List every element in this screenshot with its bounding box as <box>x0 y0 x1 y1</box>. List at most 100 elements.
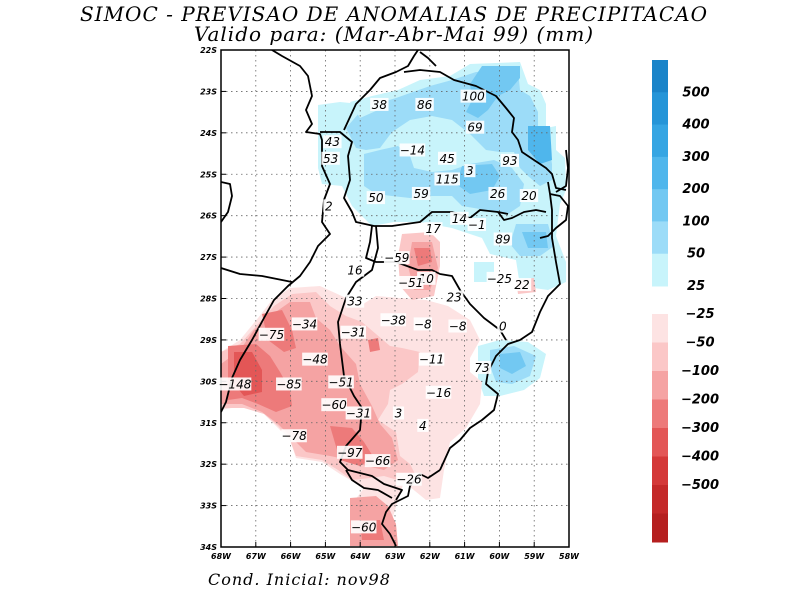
anomaly-value-label: −31 <box>346 406 371 420</box>
anomaly-value-label: 69 <box>467 121 482 135</box>
value-label-bg <box>396 472 422 486</box>
anomaly-value-label: −148 <box>218 377 251 391</box>
colorbar-swatch-positive <box>652 60 668 93</box>
value-label-bg <box>467 218 486 232</box>
value-label-bg <box>493 232 513 246</box>
anomaly-value-label: 93 <box>502 154 517 168</box>
corrientes-edge <box>497 209 547 221</box>
anomaly-value-label: 45 <box>440 152 455 166</box>
colorbar-label: −200 <box>681 393 719 408</box>
anomaly-value-label: 22 <box>514 278 529 292</box>
colorbar-swatch-negative <box>652 513 668 543</box>
value-label-bg <box>392 406 405 420</box>
longitude-tick-label: 60W <box>489 552 510 561</box>
value-label-bg <box>345 406 372 420</box>
value-label-bg <box>321 151 340 165</box>
pilcomayo-river <box>365 225 507 341</box>
anomaly-value-label: −59 <box>384 251 409 265</box>
colorbar-swatch-positive <box>652 253 668 287</box>
value-label-bg <box>397 276 424 290</box>
anomaly-value-label: 86 <box>417 98 433 112</box>
colorbar-swatch-negative <box>652 371 668 400</box>
uruguay-river <box>439 181 561 471</box>
value-label-bg <box>383 251 410 265</box>
anomaly-value-label: −60 <box>351 520 377 534</box>
colorbar-swatch-positive <box>652 156 668 190</box>
longitude-tick-label: 66W <box>281 552 302 561</box>
colorbar-swatch-negative <box>652 456 668 486</box>
colorbar-swatch-negative <box>652 314 668 343</box>
latitude-tick-label: 31S <box>200 419 217 428</box>
colorbar-label: −100 <box>681 364 719 379</box>
value-label-bg <box>411 186 431 200</box>
value-label-bg <box>302 352 328 366</box>
anomaly-value-label: −85 <box>276 377 301 391</box>
longitude-tick-label: 58W <box>559 552 580 561</box>
initial-condition-label: Cond. Inicial: nov98 <box>208 570 391 589</box>
colorbar-label: 500 <box>682 85 709 100</box>
anomaly-value-label: 2 <box>325 199 333 213</box>
longitude-tick-label: 68W <box>211 552 232 561</box>
brazil-edge <box>555 149 569 193</box>
rio-de-la-plata <box>381 469 441 547</box>
value-label-bg <box>418 352 445 366</box>
value-label-bg <box>413 317 433 331</box>
anomaly-value-label: −78 <box>281 429 307 443</box>
anomaly-value-label: −8 <box>449 319 467 333</box>
anomaly-value-label: −38 <box>381 313 407 327</box>
anomaly-value-label: 50 <box>368 191 384 205</box>
anomaly-value-label: 43 <box>325 135 340 149</box>
anomaly-value-label: 26 <box>490 187 506 201</box>
latitude-tick-label: 33S <box>200 502 217 511</box>
anomaly-value-label: 73 <box>474 361 489 375</box>
positive-anomaly-se <box>478 340 546 396</box>
colorbar-label: −400 <box>681 450 719 465</box>
latitude-tick-label: 34S <box>200 543 217 552</box>
latitude-tick-label: 29S <box>200 336 217 345</box>
anomaly-value-label: −51 <box>328 375 353 389</box>
value-label-bg <box>258 327 285 341</box>
anomaly-value-label: −16 <box>426 386 452 400</box>
value-label-bg <box>464 164 476 178</box>
value-label-bg <box>340 325 367 339</box>
longitude-tick-label: 62W <box>420 552 441 561</box>
value-label-bg <box>460 89 487 103</box>
anomaly-value-label: 38 <box>372 98 388 112</box>
longitude-tick-label: 65W <box>315 552 336 561</box>
map-gridlines <box>221 50 569 547</box>
anomaly-value-label: 3 <box>395 406 403 420</box>
value-label-bg <box>321 398 347 412</box>
value-label-bg <box>323 135 342 149</box>
map-title: SIMOC - PREVISAO DE ANOMALIAS DE PRECIPI… <box>79 2 709 26</box>
bolivia-argentina-border <box>320 131 509 227</box>
colorbar-swatch-positive <box>652 189 668 222</box>
anomaly-value-label: 4 <box>419 419 427 433</box>
value-label-bg <box>415 97 434 111</box>
value-label-bg <box>425 385 452 399</box>
anomaly-value-label: −66 <box>365 454 391 468</box>
anomaly-value-label: −25 <box>487 272 512 286</box>
value-label-bg <box>399 143 426 157</box>
colorbar-label: 400 <box>681 118 709 133</box>
value-label-bg <box>465 120 485 134</box>
anomaly-value-label: −34 <box>292 317 317 331</box>
colorbar-label: −300 <box>681 421 719 436</box>
colorbar-label: −500 <box>681 478 719 493</box>
colorbar-swatch-positive <box>652 124 668 158</box>
colorbar-swatch-negative <box>652 399 668 429</box>
value-label-bg <box>350 520 377 534</box>
anomaly-value-label: 59 <box>413 187 428 201</box>
colorbar: 500 400 300 200 100 50 25 −25 −50 −100 −200 −300 −40… <box>652 60 719 543</box>
anomaly-value-label: 20 <box>521 189 537 203</box>
value-label-bg <box>488 186 507 200</box>
colorbar-swatch-positive <box>652 221 668 255</box>
value-label-bg <box>323 199 335 213</box>
value-label-bg <box>366 191 386 205</box>
longitude-tick-label: 63W <box>385 552 406 561</box>
value-label-bg <box>497 319 509 333</box>
latitude-tick-label: 25S <box>200 170 217 179</box>
anomaly-value-label: 53 <box>323 152 338 166</box>
latitude-tick-label: 23S <box>200 87 217 96</box>
value-label-bg <box>448 319 467 333</box>
value-label-bg <box>444 290 464 304</box>
